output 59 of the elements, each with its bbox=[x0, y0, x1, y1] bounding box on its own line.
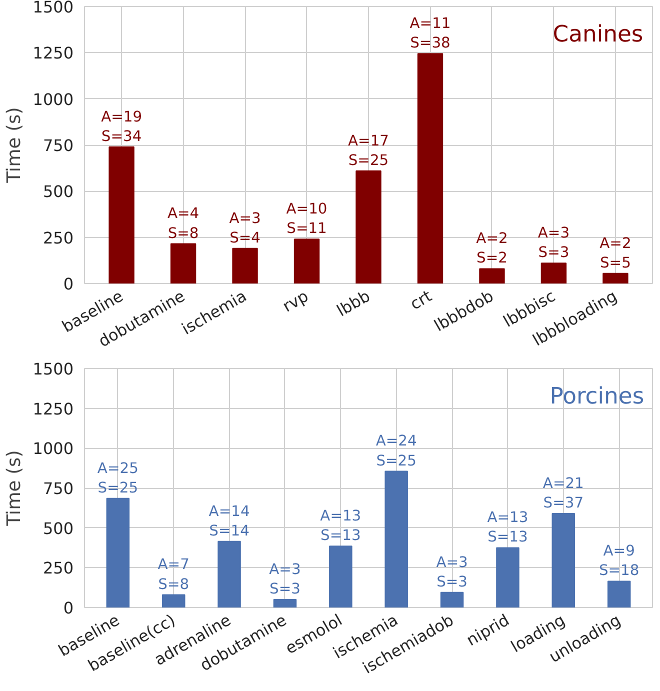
bar bbox=[417, 53, 444, 284]
y-tick-label: 750 bbox=[42, 479, 74, 498]
y-tick-label: 1000 bbox=[32, 90, 74, 109]
y-tick-label: 1000 bbox=[32, 439, 74, 458]
data-label: A=17 S=25 bbox=[348, 132, 389, 169]
bar bbox=[232, 248, 258, 284]
bar bbox=[440, 592, 464, 608]
y-tick-label: 500 bbox=[42, 182, 74, 202]
y-axis-title: Time (s) bbox=[4, 450, 25, 527]
y-tick-label: 0 bbox=[63, 274, 74, 294]
data-label: A=24 S=25 bbox=[376, 432, 417, 470]
data-label: A=3 S=4 bbox=[229, 210, 261, 246]
data-label: A=3 S=3 bbox=[269, 560, 301, 598]
bar bbox=[108, 146, 134, 284]
y-tick-label: 1500 bbox=[32, 0, 74, 16]
bar bbox=[479, 268, 505, 284]
data-label: A=19 S=34 bbox=[101, 108, 142, 145]
data-label: A=13 S=13 bbox=[320, 508, 362, 544]
y-tick-label: 750 bbox=[42, 136, 74, 155]
text: Canines bbox=[552, 22, 644, 48]
bar bbox=[356, 170, 382, 284]
y-axis-title: Time (s) bbox=[4, 107, 25, 184]
data-label: A=13 S=13 bbox=[487, 509, 528, 546]
y-tick-label: 250 bbox=[42, 558, 74, 578]
y-tick-label: 0 bbox=[63, 598, 74, 618]
data-label: A=21 S=37 bbox=[542, 474, 584, 512]
y-tick-label: 1500 bbox=[32, 360, 74, 378]
bar bbox=[162, 594, 186, 608]
data-label: A=3 S=3 bbox=[436, 554, 468, 590]
x-tick-label: crt bbox=[406, 286, 435, 314]
bar bbox=[273, 599, 297, 608]
bar bbox=[294, 238, 320, 284]
bar bbox=[496, 547, 520, 608]
data-label: A=4 S=8 bbox=[167, 205, 200, 242]
bar bbox=[106, 498, 130, 608]
data-label: A=11 S=38 bbox=[410, 15, 451, 52]
bar bbox=[170, 243, 196, 284]
data-label: A=25 S=25 bbox=[97, 460, 138, 496]
x-tick-label: rvp bbox=[279, 286, 312, 316]
data-label: A=14 S=14 bbox=[208, 502, 250, 540]
data-label: A=2 S=2 bbox=[476, 230, 508, 267]
bar bbox=[540, 262, 567, 284]
data-label: A=3 S=3 bbox=[538, 224, 570, 262]
y-tick-label: 250 bbox=[42, 228, 74, 248]
bar bbox=[384, 470, 408, 608]
text: Porcines bbox=[550, 384, 644, 410]
data-label: A=10 S=11 bbox=[286, 200, 328, 238]
bar bbox=[602, 272, 628, 284]
y-tick-label: 1250 bbox=[32, 44, 74, 63]
x-tick-label: lbbb bbox=[334, 286, 374, 320]
data-label: A=9 S=18 bbox=[598, 542, 640, 580]
y-tick-label: 500 bbox=[42, 518, 74, 538]
bar bbox=[329, 546, 352, 608]
y-tick-label: 1250 bbox=[32, 399, 74, 418]
data-label: A=2 S=5 bbox=[600, 234, 632, 272]
data-label: A=7 S=8 bbox=[158, 556, 190, 593]
bar bbox=[552, 512, 576, 608]
bar bbox=[607, 580, 631, 608]
bar bbox=[218, 540, 241, 608]
